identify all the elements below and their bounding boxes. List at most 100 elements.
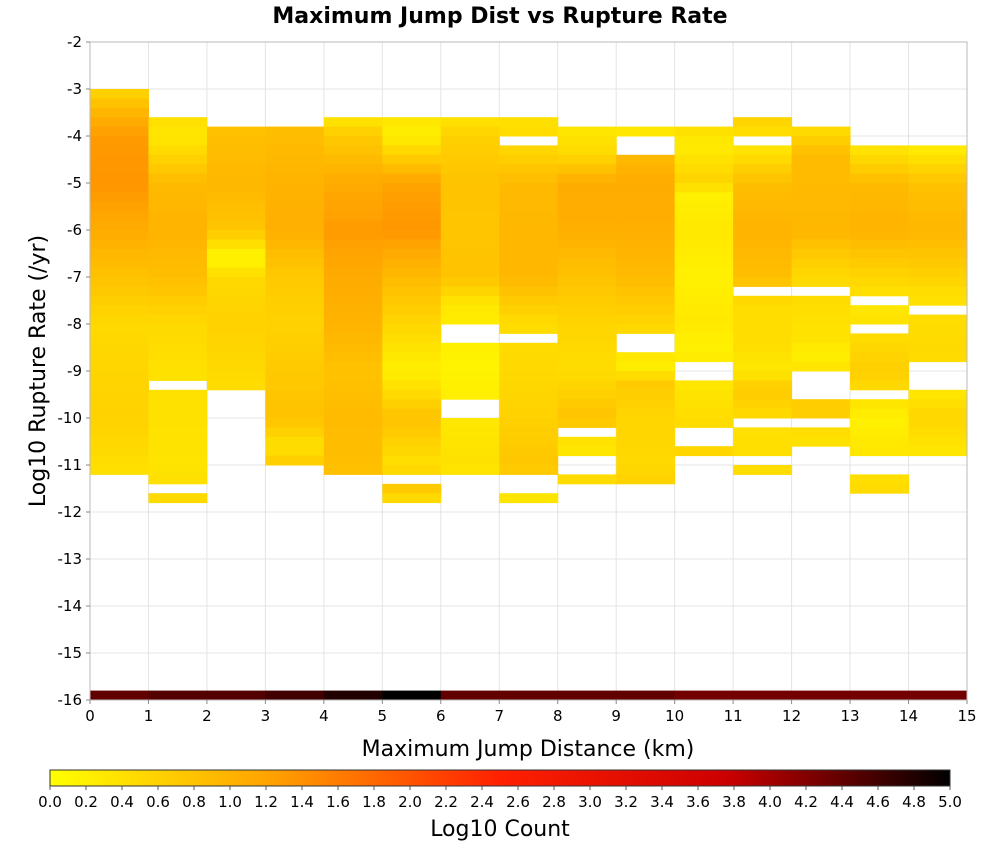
- heatmap-cell: [323, 371, 383, 381]
- heatmap-cell: [440, 117, 500, 128]
- colorbar-tick-label: 2.4: [470, 793, 494, 811]
- heatmap-cell: [440, 455, 500, 466]
- heatmap-cell: [557, 295, 617, 306]
- heatmap-cell: [148, 371, 208, 381]
- heatmap-cell: [616, 455, 676, 466]
- heatmap-cell: [323, 399, 383, 410]
- heatmap-cell: [557, 380, 617, 391]
- heatmap-cells: [90, 89, 968, 700]
- heatmap-cell: [616, 427, 676, 438]
- heatmap-cell: [616, 173, 676, 184]
- heatmap-cell: [850, 267, 910, 278]
- heatmap-cell: [265, 183, 325, 193]
- heatmap-cell: [148, 277, 208, 287]
- heatmap-cell: [791, 361, 851, 372]
- heatmap-cell: [323, 324, 383, 334]
- heatmap-cell: [265, 154, 325, 165]
- heatmap-cell: [440, 465, 500, 475]
- heatmap-cell: [908, 201, 968, 212]
- heatmap-cell: [908, 248, 968, 259]
- heatmap-cell: [674, 324, 734, 334]
- heatmap-cell: [557, 239, 617, 250]
- heatmap-cell: [557, 136, 617, 146]
- heatmap-cell: [616, 220, 676, 231]
- heatmap-cell: [440, 126, 500, 137]
- heatmap-cell: [382, 248, 442, 259]
- heatmap-cell: [733, 183, 793, 193]
- x-tick-label: 4: [319, 707, 329, 725]
- colorbar-tick-label: 4.6: [866, 793, 890, 811]
- heatmap-cell: [148, 211, 208, 222]
- heatmap-cell: [440, 164, 500, 175]
- heatmap-cell: [557, 154, 617, 165]
- heatmap-cell: [499, 408, 559, 419]
- heatmap-cell-bottom-band: [499, 690, 559, 700]
- heatmap-cell: [674, 305, 734, 316]
- heatmap-cell: [90, 286, 149, 297]
- heatmap-cell: [733, 126, 793, 137]
- heatmap-cell: [90, 352, 149, 363]
- x-axis-label: Maximum Jump Distance (km): [362, 737, 695, 762]
- heatmap-cell: [674, 295, 734, 306]
- heatmap-cell: [733, 305, 793, 316]
- heatmap-cell: [908, 145, 968, 156]
- heatmap-cell: [850, 427, 910, 438]
- heatmap-cell-bottom-band: [323, 690, 383, 700]
- heatmap-cell: [382, 286, 442, 297]
- heatmap-cell: [265, 267, 325, 278]
- heatmap-cell: [265, 333, 325, 344]
- heatmap-cell: [148, 352, 208, 363]
- heatmap-cell: [265, 371, 325, 381]
- heatmap-cell: [323, 145, 383, 156]
- heatmap-cell: [323, 342, 383, 353]
- heatmap-cell: [850, 418, 910, 428]
- heatmap-cell: [148, 164, 208, 175]
- heatmap-cell: [382, 305, 442, 316]
- heatmap-cell: [265, 173, 325, 184]
- heatmap-cell: [850, 474, 910, 485]
- x-ticks: 0 1 2 3 4 5 6 7 8 9 10 11 12 13 14 15: [85, 700, 977, 725]
- heatmap-cell: [674, 352, 734, 363]
- heatmap-cell: [382, 483, 442, 494]
- colorbar-tick-label: 3.8: [722, 793, 746, 811]
- heatmap-cell: [908, 267, 968, 278]
- heatmap-cell: [674, 154, 734, 165]
- heatmap-cell: [791, 239, 851, 250]
- heatmap-cell: [90, 333, 149, 344]
- heatmap-cell: [148, 117, 208, 128]
- heatmap-cell: [850, 164, 910, 175]
- heatmap-cell: [440, 277, 500, 287]
- heatmap-cell: [90, 277, 149, 287]
- heatmap-cell: [499, 324, 559, 334]
- heatmap-cell: [557, 436, 617, 447]
- colorbar-tick-label: 3.4: [650, 793, 674, 811]
- heatmap-cell: [323, 201, 383, 212]
- heatmap-cell: [733, 361, 793, 372]
- heatmap-cell: [440, 154, 500, 165]
- heatmap-cell: [148, 465, 208, 475]
- heatmap-cell: [499, 352, 559, 363]
- heatmap-cell: [382, 465, 442, 475]
- heatmap-cell-bottom-band: [148, 690, 208, 700]
- heatmap-cell: [908, 239, 968, 250]
- colorbar-tick-label: 1.8: [362, 793, 386, 811]
- heatmap-cell: [323, 455, 383, 466]
- heatmap-cell: [206, 380, 266, 391]
- heatmap-cell: [148, 154, 208, 165]
- heatmap-cell: [90, 201, 149, 212]
- heatmap-cell: [206, 305, 266, 316]
- heatmap-cell: [323, 192, 383, 203]
- heatmap-cell: [908, 333, 968, 344]
- heatmap-cell: [148, 173, 208, 184]
- heatmap-cell: [908, 154, 968, 165]
- heatmap-cell: [733, 230, 793, 240]
- heatmap-cell: [323, 258, 383, 269]
- heatmap-cell: [499, 258, 559, 269]
- heatmap-cell: [382, 427, 442, 438]
- heatmap-cell: [265, 192, 325, 203]
- heatmap-cell: [323, 286, 383, 297]
- heatmap-cell-bottom-band: [90, 690, 149, 700]
- heatmap-cell-bottom-band: [850, 690, 910, 700]
- heatmap-cell: [850, 361, 910, 372]
- heatmap-cell: [557, 361, 617, 372]
